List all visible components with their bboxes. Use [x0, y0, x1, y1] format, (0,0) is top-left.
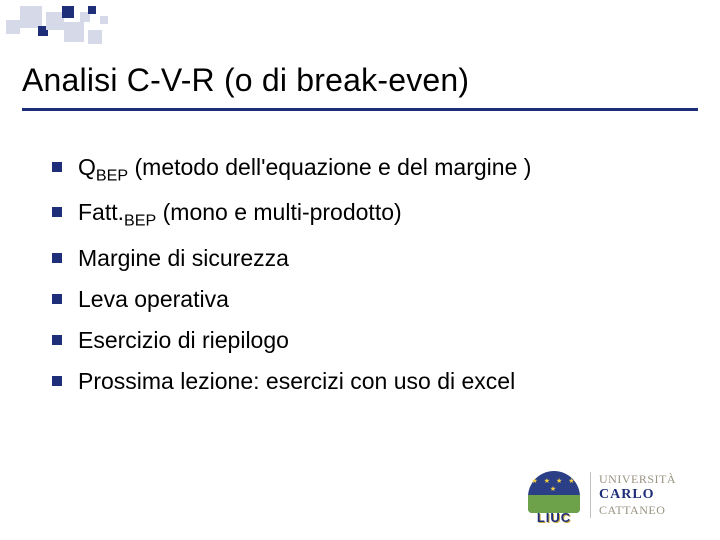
- logo-badge: ★ ★ ★ ★ ★ LIUC: [526, 467, 582, 523]
- list-item: Fatt.BEP (mono e multi-prodotto): [52, 197, 680, 232]
- ornament-square: [20, 6, 42, 28]
- bullet-list: QBEP (metodo dell'equazione e del margin…: [52, 152, 680, 407]
- bullet-text: Prossima lezione: esercizi con uso di ex…: [78, 366, 515, 397]
- bullet-square-icon: [52, 294, 62, 304]
- logo-text: UNIVERSITÀ CARLO CATTANEO: [590, 472, 676, 518]
- logo-line2: CARLO: [599, 487, 676, 503]
- bullet-square-icon: [52, 376, 62, 386]
- logo-line1: UNIVERSITÀ: [599, 472, 676, 487]
- logo-acronym: LIUC: [526, 510, 582, 525]
- list-item: Margine di sicurezza: [52, 243, 680, 274]
- list-item: Leva operativa: [52, 284, 680, 315]
- slide: Analisi C-V-R (o di break-even) QBEP (me…: [0, 0, 720, 540]
- bullet-square-icon: [52, 207, 62, 217]
- bullet-square-icon: [52, 162, 62, 172]
- logo-line3: CATTANEO: [599, 503, 676, 518]
- bullet-text: Esercizio di riepilogo: [78, 325, 289, 356]
- bullet-text: Leva operativa: [78, 284, 229, 315]
- list-item: Esercizio di riepilogo: [52, 325, 680, 356]
- bullet-text: Margine di sicurezza: [78, 243, 289, 274]
- bullet-square-icon: [52, 335, 62, 345]
- ornament-square: [88, 30, 102, 44]
- ornament-square: [64, 22, 84, 42]
- slide-title: Analisi C-V-R (o di break-even): [22, 62, 698, 99]
- ornament-square: [88, 6, 96, 14]
- corner-ornament: [6, 6, 126, 54]
- ornament-square: [62, 6, 74, 18]
- bullet-text: Fatt.BEP (mono e multi-prodotto): [78, 197, 402, 232]
- title-underline: [22, 108, 698, 111]
- bullet-text: QBEP (metodo dell'equazione e del margin…: [78, 152, 531, 187]
- university-logo: ★ ★ ★ ★ ★ LIUC UNIVERSITÀ CARLO CATTANEO: [526, 464, 706, 526]
- bullet-square-icon: [52, 253, 62, 263]
- list-item: Prossima lezione: esercizi con uso di ex…: [52, 366, 680, 397]
- list-item: QBEP (metodo dell'equazione e del margin…: [52, 152, 680, 187]
- ornament-square: [6, 20, 20, 34]
- ornament-square: [100, 16, 108, 24]
